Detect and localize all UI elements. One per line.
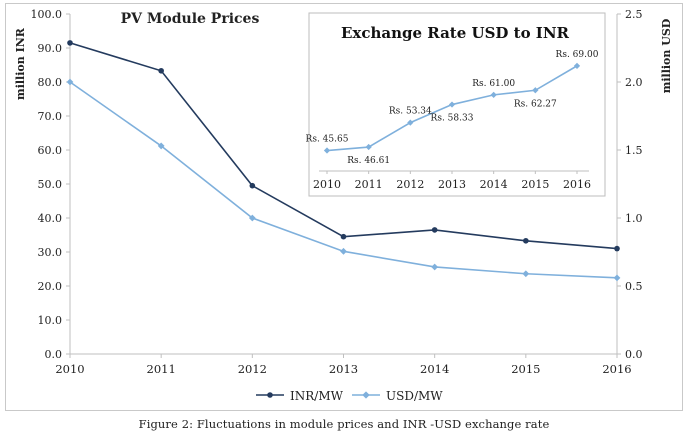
- legend-item-usd: USD/MW: [352, 389, 443, 403]
- inr-point: [340, 233, 347, 240]
- exchange-rate-point: [365, 143, 372, 151]
- usd-point: [522, 270, 530, 278]
- inset-chart-title: Exchange Rate USD to INR: [341, 24, 570, 42]
- inset-x-tick-label: 2016: [563, 178, 591, 191]
- main-chart-title: PV Module Prices: [121, 11, 260, 27]
- inset-axes: 2010 2011 2012 2013 2014 2015 2016: [313, 170, 591, 191]
- main-axes: 0.0 10.0 20.0 30.0 40.0 50.0 60.0 70.0 80.0 90.0 1…: [31, 8, 643, 376]
- legend-item-inr: INR/MW: [256, 389, 344, 403]
- x-tick-label: 2016: [602, 362, 631, 376]
- left-tick-label: 90.0: [38, 42, 63, 55]
- left-tick-label: 60.0: [38, 144, 63, 157]
- inr-point: [249, 182, 256, 189]
- left-tick-label: 50.0: [38, 178, 63, 191]
- exchange-rate-point: [532, 87, 539, 94]
- left-tick-label: 40.0: [38, 212, 63, 225]
- x-tick-label: 2010: [55, 362, 84, 376]
- left-tick-label: 20.0: [38, 280, 63, 293]
- inr-point: [523, 237, 529, 244]
- inset-x-tick-label: 2013: [438, 178, 466, 191]
- left-tick-label: 30.0: [38, 246, 63, 259]
- inr-point: [67, 40, 73, 46]
- exchange-rate-data-label: Rs. 58.33: [431, 114, 474, 124]
- right-tick-label: 0.0: [625, 348, 643, 361]
- usd-point: [340, 247, 347, 255]
- usd-point: [66, 78, 74, 86]
- figure-caption: Figure 2: Fluctuations in module prices …: [138, 417, 550, 431]
- inr-point: [614, 245, 620, 252]
- right-axis-label: million USD: [660, 18, 673, 93]
- exchange-rate-data-label: Rs. 46.61: [347, 156, 390, 166]
- left-tick-label: 80.0: [38, 76, 63, 89]
- legend-label-inr: INR/MW: [290, 389, 344, 403]
- usd-point: [157, 142, 165, 150]
- right-tick-label: 2.5: [625, 8, 643, 21]
- exchange-rate-data-label: Rs. 53.34: [389, 107, 432, 117]
- right-tick-label: 1.5: [625, 144, 643, 157]
- x-tick-label: 2014: [420, 362, 449, 376]
- inset-x-tick-label: 2014: [480, 178, 508, 191]
- exchange-rate-data-label: Rs. 69.00: [556, 50, 599, 60]
- exchange-rate-data-label: Rs. 62.27: [514, 99, 557, 109]
- left-tick-label: 100.0: [31, 8, 63, 21]
- right-tick-label: 1.0: [625, 212, 643, 225]
- x-tick-label: 2015: [511, 362, 540, 376]
- inr-point: [431, 227, 438, 233]
- legend-label-usd: USD/MW: [386, 389, 443, 403]
- inset-frame: [308, 12, 606, 197]
- inr-point: [158, 67, 164, 74]
- inset-x-tick-label: 2011: [355, 178, 383, 191]
- usd-point: [613, 274, 621, 282]
- x-tick-label: 2012: [238, 362, 267, 376]
- right-tick-label: 0.5: [625, 280, 643, 293]
- usd-point: [248, 214, 256, 222]
- inset-x-tick-label: 2012: [396, 178, 424, 191]
- left-tick-label: 10.0: [38, 314, 63, 327]
- inset-x-tick-label: 2015: [521, 178, 549, 191]
- right-tick-label: 2.0: [625, 76, 643, 89]
- inset-x-tick-label: 2010: [313, 178, 341, 191]
- left-axis-label: million INR: [14, 27, 27, 100]
- exchange-rate-data-label: Rs. 45.65: [306, 135, 349, 145]
- inset-chart: Exchange Rate USD to INR 2010 2011 2012 201…: [306, 12, 606, 197]
- legend: INR/MW USD/MW: [256, 389, 443, 403]
- x-tick-label: 2011: [147, 362, 176, 376]
- main-series: [66, 40, 621, 282]
- left-tick-label: 70.0: [38, 110, 63, 123]
- x-tick-label: 2013: [329, 362, 358, 376]
- exchange-rate-data-label: Rs. 61.00: [472, 79, 515, 89]
- left-tick-label: 0.0: [45, 348, 63, 361]
- usd-point: [431, 263, 439, 271]
- chart-frame: [5, 3, 683, 411]
